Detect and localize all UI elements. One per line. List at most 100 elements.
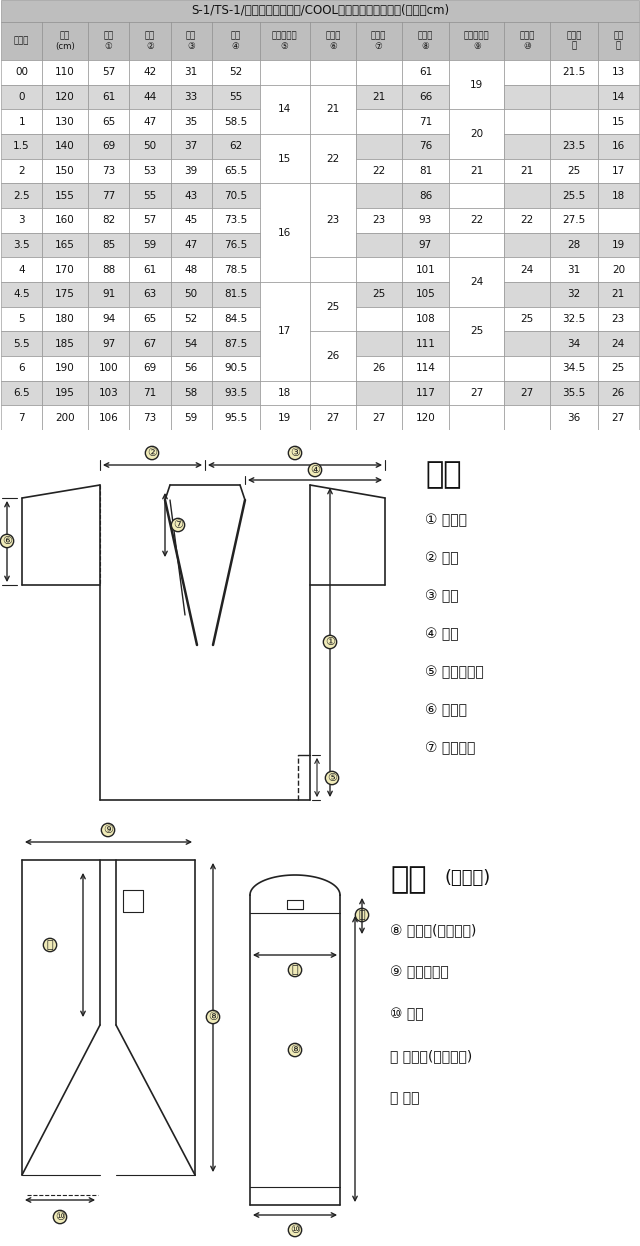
Bar (504, 158, 550, 183)
Text: 82: 82 (102, 216, 115, 226)
Bar (550, 356, 598, 381)
Bar (259, 60, 310, 85)
Text: ⑥ 袖口巾: ⑥ 袖口巾 (425, 703, 467, 716)
Bar (356, 307, 401, 331)
Text: 200: 200 (55, 412, 75, 422)
Bar (129, 233, 171, 258)
Bar (88, 233, 129, 258)
Bar (1, 356, 42, 381)
Text: 25: 25 (470, 326, 483, 336)
Text: ⑤ スリット丈: ⑤ スリット丈 (425, 665, 484, 679)
Text: 22: 22 (326, 153, 339, 163)
Bar (1, 110, 42, 135)
Text: 7: 7 (19, 412, 25, 422)
Bar (504, 282, 550, 307)
Bar (401, 60, 449, 85)
Text: ウエスト幅
⑨: ウエスト幅 ⑨ (464, 31, 490, 51)
Bar (550, 60, 598, 85)
Bar (212, 158, 259, 183)
Bar (42, 258, 88, 282)
Text: 175: 175 (55, 289, 75, 299)
Bar (401, 135, 449, 158)
Bar (1, 282, 42, 307)
Bar (129, 307, 171, 331)
Text: (ズボン): (ズボン) (445, 868, 492, 887)
Text: 94: 94 (102, 314, 115, 324)
Text: 1: 1 (19, 117, 25, 127)
Bar (550, 110, 598, 135)
Bar (42, 208, 88, 233)
Text: 3: 3 (19, 216, 25, 226)
Bar (42, 282, 88, 307)
Text: 6: 6 (19, 364, 25, 374)
Bar (42, 60, 88, 85)
Text: 120: 120 (55, 92, 75, 102)
Bar (356, 110, 401, 135)
Text: 下衣丈
⑧: 下衣丈 ⑧ (418, 31, 433, 51)
Text: 37: 37 (184, 141, 198, 151)
Bar (88, 60, 129, 85)
Text: 27: 27 (520, 388, 534, 397)
Text: 66: 66 (419, 92, 432, 102)
Text: 27.5: 27.5 (563, 216, 586, 226)
Text: ⑫: ⑫ (358, 910, 365, 920)
Text: 67: 67 (143, 339, 157, 349)
Bar (1, 331, 42, 356)
Text: 44: 44 (143, 92, 157, 102)
Bar (88, 158, 129, 183)
Text: 93: 93 (419, 216, 432, 226)
Bar (212, 22, 259, 60)
Bar (212, 110, 259, 135)
Text: 19: 19 (278, 412, 291, 422)
Text: 21: 21 (612, 289, 625, 299)
Text: ⑫ 股上: ⑫ 股上 (390, 1091, 419, 1105)
Text: ⑤: ⑤ (327, 773, 337, 782)
Text: 23: 23 (326, 216, 339, 226)
Text: 23: 23 (612, 314, 625, 324)
Bar (598, 356, 639, 381)
Text: 28: 28 (567, 240, 580, 250)
Bar (171, 233, 212, 258)
Bar (42, 233, 88, 258)
Text: 16: 16 (612, 141, 625, 151)
Text: ⑨ ウエスト巾: ⑨ ウエスト巾 (390, 964, 449, 979)
Bar (356, 405, 401, 430)
Text: ⑧: ⑧ (290, 1045, 300, 1055)
Text: 6.5: 6.5 (13, 388, 30, 397)
Text: 65.5: 65.5 (224, 166, 247, 176)
Text: 53: 53 (143, 166, 157, 176)
Text: 78.5: 78.5 (224, 264, 247, 274)
Text: 100: 100 (99, 364, 118, 374)
Bar (42, 85, 88, 110)
Text: 2: 2 (19, 166, 25, 176)
Text: 86: 86 (419, 191, 432, 201)
Text: 114: 114 (415, 364, 435, 374)
Text: 17: 17 (278, 326, 291, 336)
Bar (129, 22, 171, 60)
Text: 21: 21 (520, 166, 534, 176)
Text: 25: 25 (520, 314, 534, 324)
Text: 120: 120 (415, 412, 435, 422)
Bar (550, 233, 598, 258)
Text: 101: 101 (415, 264, 435, 274)
Bar (356, 381, 401, 405)
Bar (401, 307, 449, 331)
Bar (550, 158, 598, 183)
Text: 26: 26 (326, 351, 339, 361)
Text: 91: 91 (102, 289, 115, 299)
Text: 140: 140 (55, 141, 75, 151)
Bar (42, 158, 88, 183)
Bar (1, 183, 42, 208)
Text: 61: 61 (419, 67, 432, 77)
Bar (401, 183, 449, 208)
Bar (504, 110, 550, 135)
Text: 34: 34 (567, 339, 580, 349)
Bar (598, 208, 639, 233)
Bar (504, 135, 550, 158)
Bar (550, 258, 598, 282)
Text: 69: 69 (102, 141, 115, 151)
Bar (42, 22, 88, 60)
Bar (310, 282, 356, 331)
Bar (504, 183, 550, 208)
Text: 111: 111 (415, 339, 435, 349)
